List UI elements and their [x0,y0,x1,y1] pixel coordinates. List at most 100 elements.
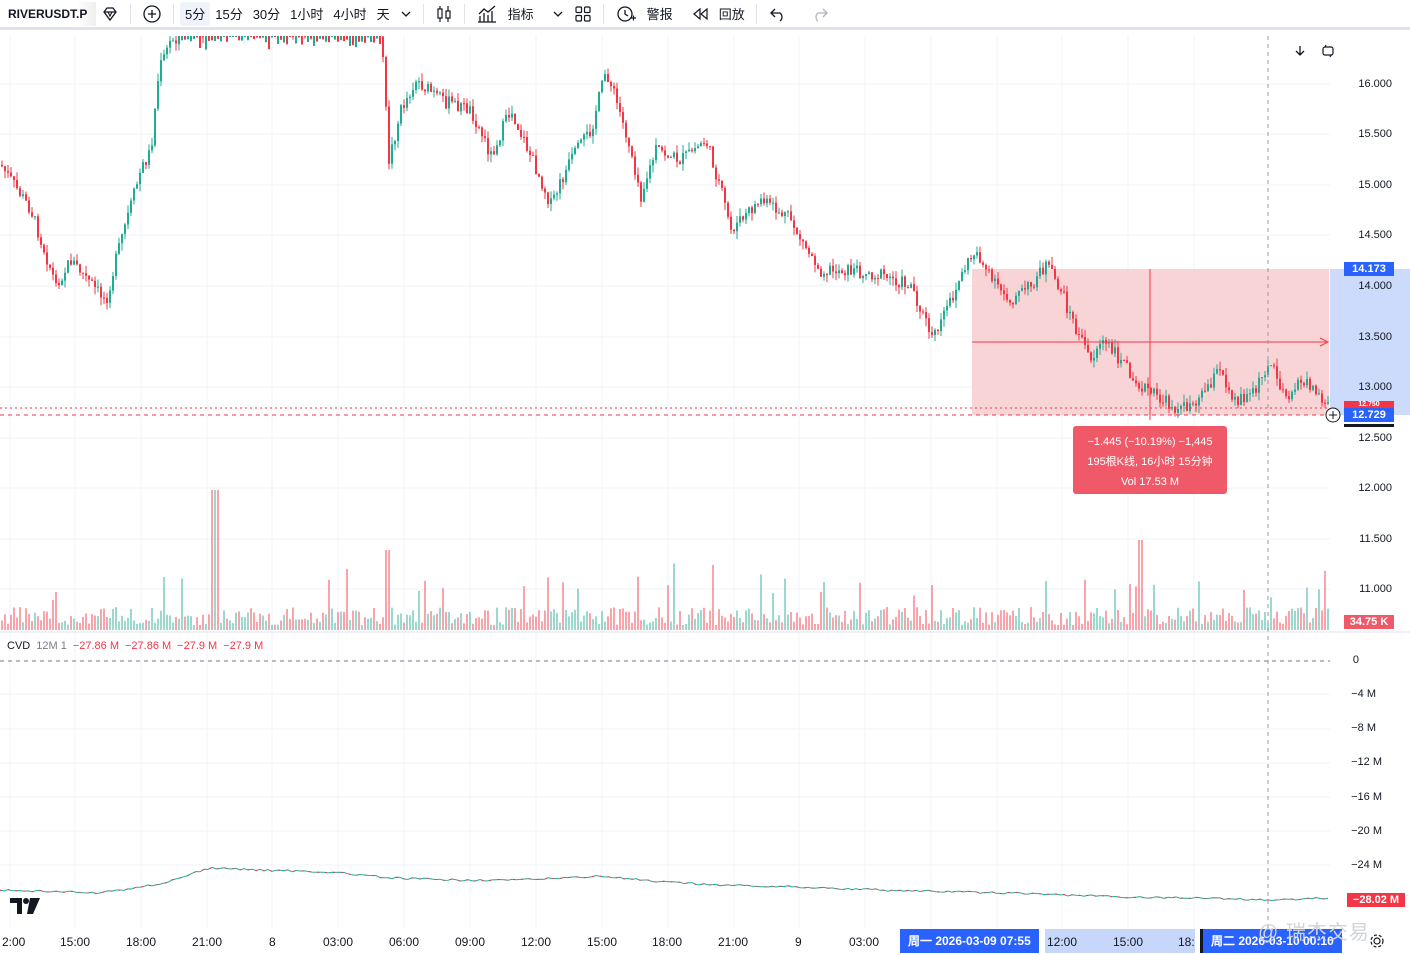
volume-bar [706,622,708,630]
interval-1d[interactable]: 天 [376,7,390,22]
candle-body [694,148,696,152]
candle-body [679,161,681,165]
indicators-button[interactable]: 指标 [507,7,534,22]
volume-bar [607,616,609,630]
volume-bar [136,623,138,630]
candle-body [1087,344,1089,353]
grid-lines [0,36,1330,928]
candle-body [559,179,561,194]
redo-icon[interactable] [805,2,835,26]
candle-body [424,89,426,92]
candle-body [373,36,375,43]
alert-clock-icon[interactable] [610,2,642,26]
candle-body [1246,393,1248,403]
candle-body [472,106,474,121]
candle-body [1192,403,1194,405]
candle-body [1066,291,1068,313]
indicators-icon[interactable] [471,2,503,26]
compare-add-icon[interactable] [137,2,167,26]
candles-icon[interactable] [430,2,458,26]
symbol-search[interactable]: RIVERUSDT.P [0,1,96,26]
candle-body [808,247,810,254]
candle-body [826,274,828,276]
interval-5m[interactable]: 5分 [180,1,211,26]
alerts-button[interactable]: 警报 [646,7,673,22]
candle-body [1270,365,1272,367]
volume-bar [373,607,375,630]
candle-body [1201,390,1203,398]
reset-scale-icon[interactable] [1317,40,1339,62]
candle-body [1027,282,1029,290]
candle-body [1321,393,1323,403]
candle-body [469,106,471,114]
price-tick: 13.000 [1358,381,1392,393]
volume-bar [433,615,435,630]
candle-body [277,36,279,45]
volume-bar [637,576,639,630]
volume-bar [1117,609,1119,630]
candle-body [415,81,417,90]
volume-bar [355,610,357,630]
interval-4h[interactable]: 4小时 [333,7,367,22]
scroll-down-icon[interactable] [1289,40,1311,62]
volume-bar [343,611,345,630]
candle-body [460,103,462,112]
volume-bar [1129,584,1131,630]
candle-body [934,329,936,335]
chevron-down-icon[interactable] [547,2,569,26]
cvd-tick: −8 M [1351,722,1376,734]
volume-bar [394,624,396,630]
candle-body [973,255,975,260]
candle-body [550,198,552,204]
volume-bar [1213,619,1215,630]
candle-body [646,178,648,189]
settings-gear-icon[interactable] [1366,930,1388,952]
volume-bar [1042,612,1044,630]
volume-bar [913,595,915,630]
candle-body [502,121,504,141]
hidden-price-tag: 12.750 [1344,401,1394,409]
volume-bar [157,618,159,630]
candle-body [130,200,132,213]
interval-1h[interactable]: 1小时 [290,7,324,22]
replay-button[interactable]: 回放 [718,7,745,22]
undo-icon[interactable] [763,2,793,26]
candle-body [763,198,765,204]
volume-bar [1210,612,1212,630]
candle-body [94,280,96,288]
price-chart[interactable] [0,33,1410,955]
candle-body [1132,378,1134,381]
volume-bar [235,612,237,630]
volume-bar [1168,615,1170,630]
chevron-down-icon[interactable] [395,2,417,26]
candle-body [955,289,957,301]
diamond-icon[interactable] [96,2,124,26]
volume-bar [292,607,294,630]
volume-bar [652,621,654,630]
candle-body [346,36,348,40]
volume-bar [178,618,180,630]
candle-body [100,286,102,298]
candle-body [331,36,333,37]
interval-15m[interactable]: 15分 [215,7,243,22]
volume-bar [793,621,795,630]
replay-icon[interactable] [686,2,714,26]
candle-body [1327,402,1329,404]
tradingview-logo[interactable] [10,898,42,921]
candle-body [448,96,450,109]
candle-body [1144,383,1146,392]
volume-bar [100,609,102,630]
volume-bar [247,612,249,630]
volume-bar [1096,607,1098,630]
divider [463,3,465,24]
layout-grid-icon[interactable] [569,2,597,26]
cvd-legend[interactable]: CVD 12M 1 −27.86 M −27.86 M −27.9 M −27.… [7,640,263,652]
candle-body [718,179,720,181]
volume-bar [475,618,477,630]
volume-bar [358,611,360,630]
volume-bar [460,613,462,630]
time-tick: 9 [795,935,802,949]
volume-bar [310,612,312,630]
volume-bar [1270,597,1272,630]
interval-30m[interactable]: 30分 [252,7,281,22]
